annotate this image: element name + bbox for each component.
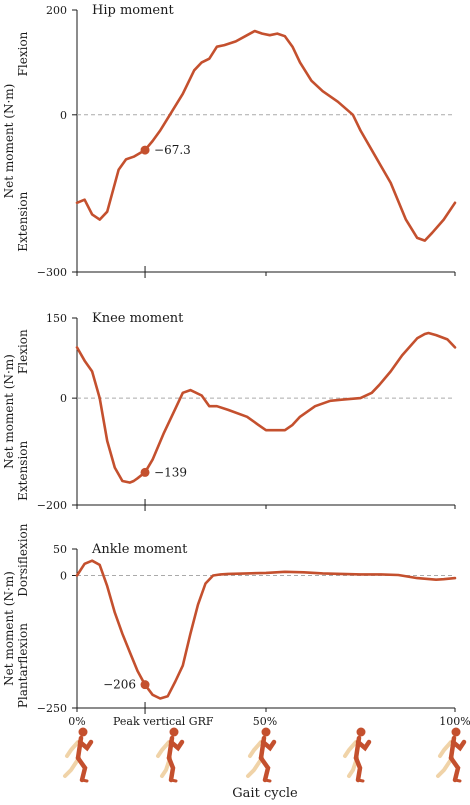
x-axis: 0% 50% 100% Peak vertical GRF Gait cycle <box>68 715 470 801</box>
runner-icon <box>156 727 185 783</box>
y-tick-label: 150 <box>46 312 67 325</box>
y-tick-label: −250 <box>37 702 67 715</box>
series-line <box>75 331 457 484</box>
y-tick-label: 0 <box>60 570 67 583</box>
peak-marker <box>140 467 150 477</box>
y-axis-label: Net moment (N·m) <box>2 84 16 199</box>
y-tick-label: 200 <box>46 4 67 17</box>
x-axis-label: Gait cycle <box>232 786 298 801</box>
peak-value-label: −206 <box>103 678 136 692</box>
ankle-moment-panel: 50 0 −250 Ankle moment Net moment (N·m)Dorsi… <box>2 523 457 715</box>
panel-title: Ankle moment <box>91 542 188 557</box>
series-line <box>75 29 457 242</box>
runner-icon <box>436 727 467 783</box>
y-tick-label: −300 <box>37 266 67 279</box>
positive-direction-label: Flexion <box>16 329 30 374</box>
peak-value-label: −67.3 <box>154 143 191 157</box>
hip-moment-panel: 200 0 −300 Hip moment Net moment (N·m)Flexio… <box>2 3 457 279</box>
y-tick-label: 50 <box>53 543 67 556</box>
runner-icon <box>343 727 372 783</box>
peak-marker <box>140 680 150 690</box>
panel-title: Hip moment <box>92 3 174 18</box>
negative-direction-label: Extension <box>16 191 30 251</box>
positive-direction-label: Flexion <box>16 31 30 76</box>
negative-direction-label: Extension <box>16 440 30 500</box>
knee-moment-panel: 150 0 −200 Knee moment Net moment (N·m)Flexi… <box>2 311 457 512</box>
runner-icon <box>63 727 94 783</box>
x-tick-label-100: 100% <box>439 715 470 728</box>
x-tick-label-50: 50% <box>253 715 277 728</box>
series-line <box>75 559 457 700</box>
runner-strip <box>63 727 467 783</box>
y-tick-label: −200 <box>37 499 67 512</box>
positive-direction-label: Dorsiflexion <box>16 523 30 597</box>
event-label: Peak vertical GRF <box>113 715 214 728</box>
panel-title: Knee moment <box>92 311 184 326</box>
runner-icon <box>246 727 277 783</box>
x-tick-label-0: 0% <box>68 715 85 728</box>
peak-value-label: −139 <box>154 465 187 479</box>
y-tick-label: 0 <box>60 392 67 405</box>
negative-direction-label: Plantarflexion <box>16 623 30 708</box>
y-axis-label: Net moment (N·m) <box>2 354 16 469</box>
peak-marker <box>140 145 150 155</box>
y-axis-label: Net moment (N·m) <box>2 571 16 686</box>
y-tick-label: 0 <box>60 109 67 122</box>
